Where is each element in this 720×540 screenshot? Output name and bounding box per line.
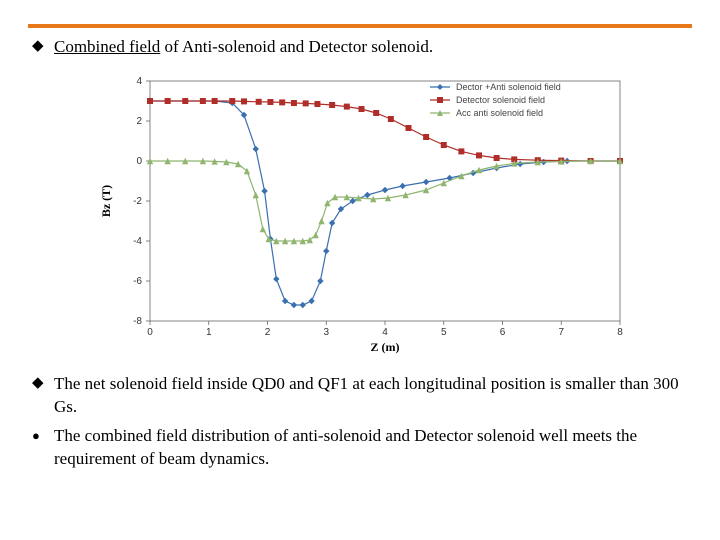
bullet-top-1: Combined field of Anti-solenoid and Dete… [32,36,692,59]
svg-text:Acc anti solenoid field: Acc anti solenoid field [456,108,543,118]
top-bullets: Combined field of Anti-solenoid and Dete… [28,36,692,59]
svg-text:4: 4 [382,327,388,338]
svg-text:6: 6 [500,327,506,338]
bullet-top-1-prefix: Combined field [54,37,160,56]
bottom-bullets-2: The combined field distribution of anti-… [28,425,692,471]
svg-text:0: 0 [136,156,142,167]
bottom-bullets-1: The net solenoid field inside QD0 and QF… [28,373,692,419]
svg-text:-6: -6 [133,276,142,287]
svg-text:3: 3 [323,327,329,338]
line-chart: 0 1 2 3 4 5 6 7 8 -8 -6 -4 -2 0 2 4 Z (m) Bz (T) Dector +A… [90,69,630,359]
svg-text:Bz (T): Bz (T) [99,185,113,217]
svg-text:2: 2 [136,116,142,127]
bullet-top-1-rest: of Anti-solenoid and Detector solenoid. [160,37,433,56]
svg-text:Z (m): Z (m) [371,340,400,354]
svg-text:4: 4 [136,76,142,87]
svg-text:8: 8 [617,327,623,338]
svg-text:0: 0 [147,327,153,338]
top-rule [28,24,692,28]
svg-text:5: 5 [441,327,447,338]
svg-text:1: 1 [206,327,212,338]
chart-container: 0 1 2 3 4 5 6 7 8 -8 -6 -4 -2 0 2 4 Z (m) Bz (T) Dector +A… [90,69,630,359]
svg-text:2: 2 [265,327,271,338]
svg-text:-8: -8 [133,316,142,327]
bullet-bottom-1: The net solenoid field inside QD0 and QF… [32,373,692,419]
svg-text:-4: -4 [133,236,142,247]
svg-text:Detector solenoid field: Detector solenoid field [456,95,545,105]
slide: Combined field of Anti-solenoid and Dete… [0,0,720,540]
svg-text:7: 7 [558,327,564,338]
svg-text:Dector +Anti solenoid field: Dector +Anti solenoid field [456,82,561,92]
svg-text:-2: -2 [133,196,142,207]
bullet-bottom-2: The combined field distribution of anti-… [32,425,692,471]
